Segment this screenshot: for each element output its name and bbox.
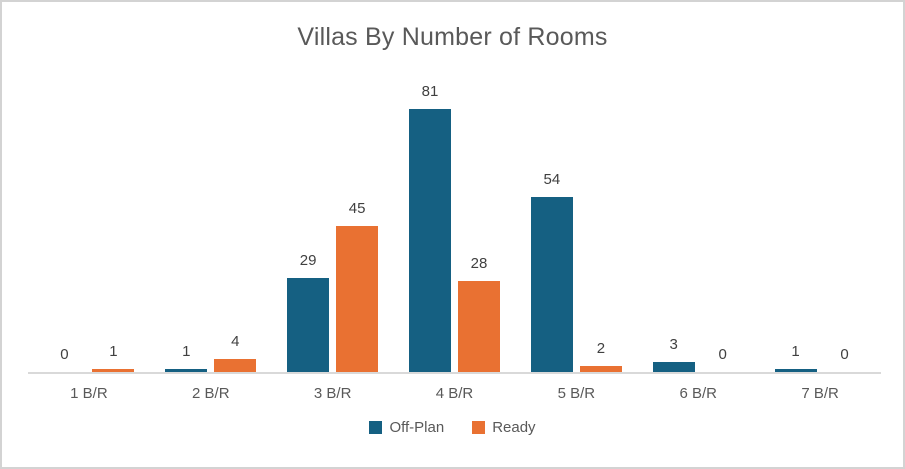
- bar-wrap: 2: [579, 339, 622, 372]
- data-label: 1: [182, 342, 191, 360]
- legend-item-ready: Ready: [472, 419, 536, 436]
- x-axis-label-5-b-r: 5 B/R: [557, 385, 596, 402]
- bar-off-plan-7-b-r: [774, 368, 817, 372]
- data-label: 0: [718, 346, 727, 363]
- bar-wrap: 0: [702, 347, 744, 372]
- bar-off-plan-3-b-r: [287, 277, 330, 372]
- x-axis-line: [28, 372, 881, 374]
- x-axis-label-4-b-r: 4 B/R: [435, 385, 474, 402]
- data-label: 2: [596, 339, 606, 357]
- data-label: 29: [299, 251, 317, 269]
- bar-wrap: 1: [165, 342, 208, 372]
- data-label: 28: [470, 255, 488, 272]
- legend-label: Ready: [492, 419, 536, 436]
- bar-ready-4-b-r: [458, 281, 500, 372]
- category-group-4-b-r: 81 28: [394, 82, 516, 372]
- x-axis-labels: 1 B/R 2 B/R 3 B/R 4 B/R 5 B/R 6 B/R 7 B/R: [2, 385, 903, 402]
- bar-wrap: 45: [336, 199, 379, 372]
- bar-off-plan-6-b-r: [652, 362, 695, 372]
- bar-wrap: 81: [409, 82, 451, 372]
- bar-wrap: 1: [92, 342, 135, 372]
- data-label: 1: [791, 342, 800, 360]
- data-label: 1: [109, 342, 118, 360]
- legend-swatch-icon: [472, 421, 486, 434]
- x-axis-label-7-b-r: 7 B/R: [801, 385, 839, 402]
- bar-ready-1-b-r: [92, 368, 135, 372]
- legend-label: Off-Plan: [389, 419, 445, 436]
- legend-swatch-icon: [369, 421, 383, 434]
- bar-wrap: 4: [214, 333, 257, 372]
- bar-ready-5-b-r: [579, 365, 622, 372]
- bar-wrap: 1: [774, 342, 817, 372]
- chart-title: Villas By Number of Rooms: [297, 23, 608, 51]
- plot-area: 0 1 1 4 29 45 81 28 54 2 3 0 1 0: [2, 72, 903, 372]
- bar-wrap: 3: [652, 336, 695, 372]
- bar-ready-2-b-r: [214, 359, 257, 372]
- legend-item-off-plan: Off-Plan: [369, 419, 444, 436]
- bar-wrap: 0: [43, 347, 85, 372]
- category-group-3-b-r: 29 45: [272, 199, 394, 372]
- data-label: 4: [231, 333, 240, 350]
- bar-wrap: 54: [530, 170, 573, 372]
- data-label: 3: [669, 336, 678, 354]
- x-axis-label-6-b-r: 6 B/R: [679, 385, 717, 402]
- category-group-5-b-r: 54 2: [515, 170, 637, 372]
- x-axis-label-3-b-r: 3 B/R: [313, 385, 352, 402]
- legend: Off-Plan Ready: [2, 419, 903, 436]
- bar-off-plan-5-b-r: [530, 196, 573, 372]
- bar-ready-3-b-r: [336, 225, 379, 372]
- x-axis-label-2-b-r: 2 B/R: [192, 385, 230, 402]
- data-label: 0: [840, 346, 849, 363]
- bar-off-plan-4-b-r: [409, 108, 451, 372]
- bar-wrap: 29: [287, 251, 330, 372]
- x-axis-label-1-b-r: 1 B/R: [70, 385, 108, 402]
- data-label: 45: [348, 199, 366, 217]
- data-label: 81: [421, 82, 439, 100]
- bar-wrap: 28: [458, 256, 500, 372]
- data-label: 0: [60, 346, 69, 363]
- bar-wrap: 0: [824, 347, 866, 372]
- bar-off-plan-2-b-r: [165, 368, 208, 372]
- data-label: 54: [543, 170, 561, 188]
